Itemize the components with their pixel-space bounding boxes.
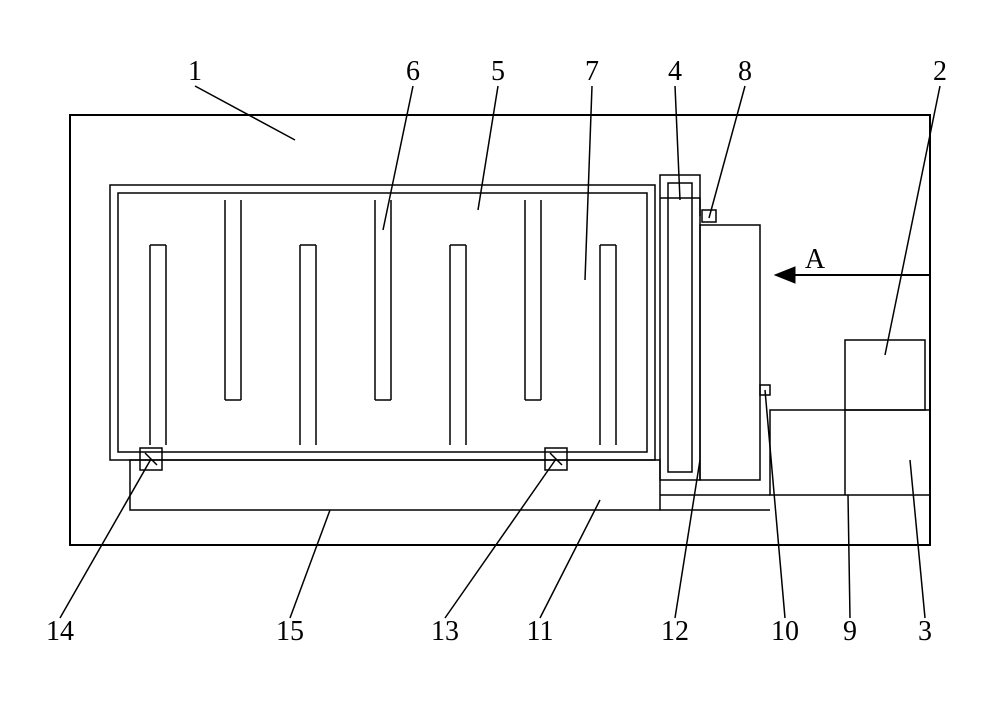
- svg-text:10: 10: [771, 616, 799, 647]
- svg-text:15: 15: [276, 616, 304, 647]
- svg-text:6: 6: [406, 56, 420, 87]
- svg-text:4: 4: [668, 56, 682, 87]
- svg-text:14: 14: [46, 616, 74, 647]
- svg-text:13: 13: [431, 616, 459, 647]
- svg-text:5: 5: [491, 56, 505, 87]
- svg-text:1: 1: [188, 56, 202, 87]
- svg-text:2: 2: [933, 56, 947, 87]
- svg-text:7: 7: [585, 56, 599, 87]
- svg-text:8: 8: [738, 56, 752, 87]
- svg-text:12: 12: [661, 616, 689, 647]
- svg-text:A: A: [805, 244, 826, 275]
- svg-text:11: 11: [527, 616, 554, 647]
- svg-text:9: 9: [843, 616, 857, 647]
- svg-text:3: 3: [918, 616, 932, 647]
